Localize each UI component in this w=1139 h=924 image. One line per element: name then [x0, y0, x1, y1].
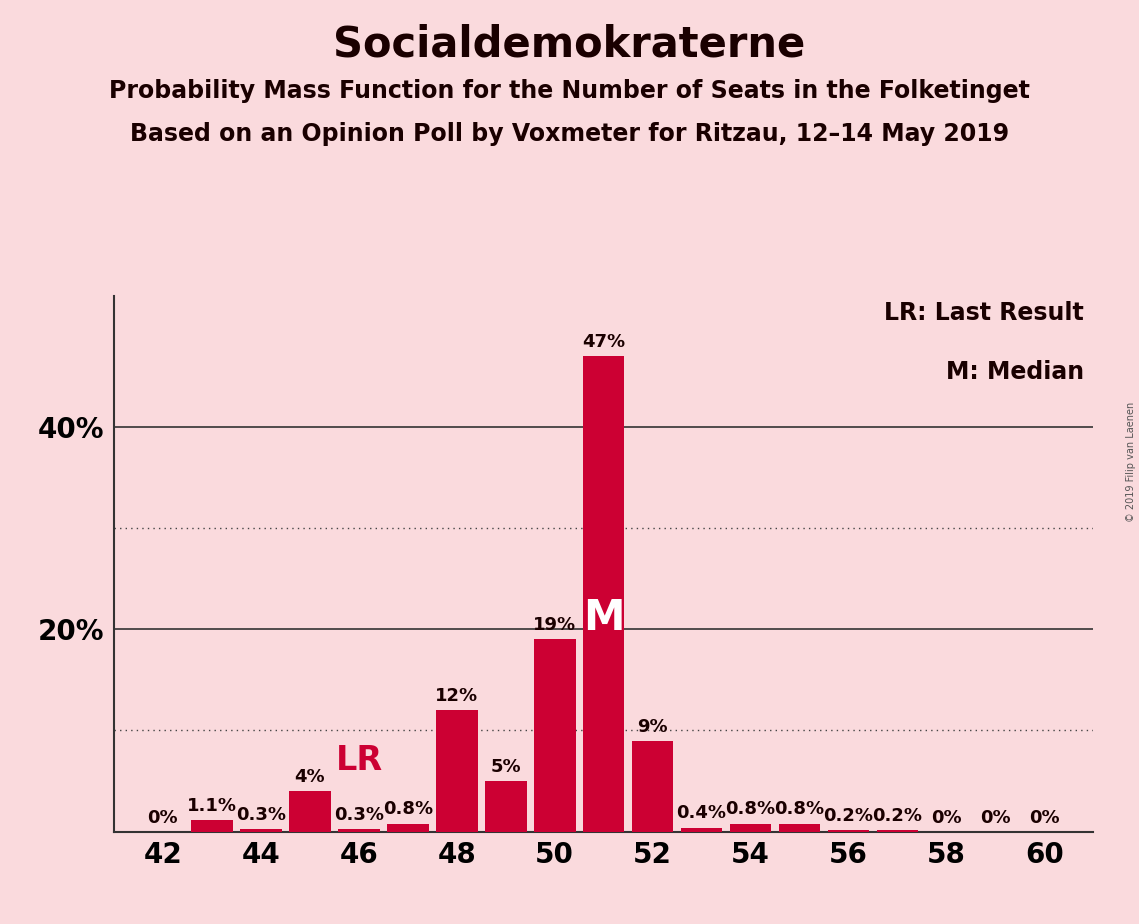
- Text: 0.4%: 0.4%: [677, 805, 727, 822]
- Text: Based on an Opinion Poll by Voxmeter for Ritzau, 12–14 May 2019: Based on an Opinion Poll by Voxmeter for…: [130, 122, 1009, 146]
- Text: M: M: [583, 597, 624, 638]
- Bar: [632, 741, 673, 832]
- Text: 0.8%: 0.8%: [775, 800, 825, 819]
- Text: 0.3%: 0.3%: [334, 806, 384, 823]
- Bar: [289, 791, 330, 832]
- Text: 12%: 12%: [435, 687, 478, 705]
- Text: 47%: 47%: [582, 334, 625, 351]
- Text: 0.2%: 0.2%: [823, 807, 874, 824]
- Bar: [240, 829, 281, 832]
- Bar: [681, 828, 722, 832]
- Text: M: Median: M: Median: [945, 360, 1083, 384]
- Text: 19%: 19%: [533, 616, 576, 635]
- Text: 0.2%: 0.2%: [872, 807, 923, 824]
- Bar: [387, 823, 428, 832]
- Text: 0%: 0%: [981, 808, 1010, 827]
- Text: 5%: 5%: [491, 758, 521, 776]
- Bar: [534, 639, 575, 832]
- Bar: [877, 830, 918, 832]
- Bar: [583, 357, 624, 832]
- Text: 0.3%: 0.3%: [236, 806, 286, 823]
- Bar: [779, 823, 820, 832]
- Bar: [338, 829, 379, 832]
- Text: LR: LR: [336, 745, 383, 777]
- Text: 4%: 4%: [295, 768, 325, 786]
- Text: 1.1%: 1.1%: [187, 797, 237, 815]
- Text: 9%: 9%: [638, 718, 667, 736]
- Text: © 2019 Filip van Laenen: © 2019 Filip van Laenen: [1125, 402, 1136, 522]
- Bar: [828, 830, 869, 832]
- Bar: [191, 821, 232, 832]
- Text: LR: Last Result: LR: Last Result: [884, 301, 1083, 325]
- Text: 0.8%: 0.8%: [726, 800, 776, 819]
- Text: Socialdemokraterne: Socialdemokraterne: [334, 23, 805, 65]
- Bar: [730, 823, 771, 832]
- Text: 0.8%: 0.8%: [383, 800, 433, 819]
- Bar: [485, 781, 526, 832]
- Text: 0%: 0%: [148, 808, 178, 827]
- Text: 0%: 0%: [932, 808, 961, 827]
- Bar: [436, 711, 477, 832]
- Text: Probability Mass Function for the Number of Seats in the Folketinget: Probability Mass Function for the Number…: [109, 79, 1030, 103]
- Text: 0%: 0%: [1030, 808, 1059, 827]
